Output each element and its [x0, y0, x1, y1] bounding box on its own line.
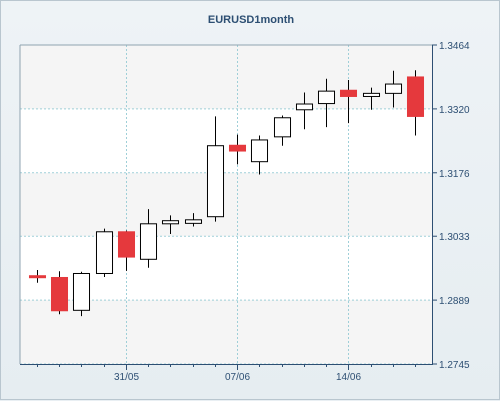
y-tick-label: 1.2889 — [439, 296, 470, 307]
candle — [161, 215, 180, 235]
candle-body-up — [184, 219, 203, 224]
candle-body-up — [250, 139, 269, 163]
candle — [250, 135, 269, 175]
candle-body-down — [117, 231, 136, 258]
candle — [28, 269, 47, 283]
candle-body-down — [228, 144, 247, 152]
plot-band — [20, 172, 432, 237]
x-tick-label: 31/05 — [114, 372, 139, 383]
candle-body-down — [339, 89, 358, 97]
candle — [295, 92, 314, 130]
y-tick-label: 1.3033 — [439, 232, 470, 243]
plot-band — [20, 45, 432, 109]
candle-body-up — [384, 83, 403, 94]
candle-body-down — [50, 276, 69, 312]
y-tick-label: 1.3320 — [439, 105, 470, 116]
candle-body-up — [206, 145, 225, 218]
candle-body-up — [317, 90, 336, 105]
candle — [339, 80, 358, 124]
candle-body-down — [28, 275, 47, 279]
candle — [95, 228, 114, 278]
candle — [317, 78, 336, 128]
candle-body-up — [273, 117, 292, 138]
candle — [384, 70, 403, 108]
candles — [28, 70, 425, 317]
y-tick-label: 1.2745 — [439, 360, 470, 371]
candle-body-up — [139, 223, 158, 260]
candle — [139, 209, 158, 268]
candle-body-down — [406, 76, 425, 117]
candle — [228, 134, 247, 165]
candle — [406, 70, 425, 136]
candle-body-up — [161, 220, 180, 225]
candle — [72, 271, 91, 317]
chart-title: EURUSD1month — [208, 14, 294, 26]
candle-body-up — [362, 92, 381, 97]
y-tick-labels: 1.3464 1.3320 1.3176 1.3033 1.2889 1.2745 — [439, 41, 470, 371]
candle — [206, 116, 225, 222]
candle — [273, 115, 292, 146]
candle — [184, 213, 203, 227]
x-tick-label: 07/06 — [225, 372, 250, 383]
x-tick-labels: 31/05 07/06 14/06 — [114, 372, 361, 383]
axes — [19, 44, 437, 370]
candle-body-up — [95, 231, 114, 274]
y-tick-label: 1.3176 — [439, 169, 470, 180]
candle — [117, 230, 136, 271]
candle-body-up — [295, 103, 314, 111]
candle — [362, 87, 381, 110]
y-tick-label: 1.3464 — [439, 41, 470, 52]
plot-bands — [20, 45, 432, 364]
x-tick-label: 14/06 — [336, 372, 361, 383]
candle — [50, 271, 69, 315]
candle-body-up — [72, 272, 91, 311]
